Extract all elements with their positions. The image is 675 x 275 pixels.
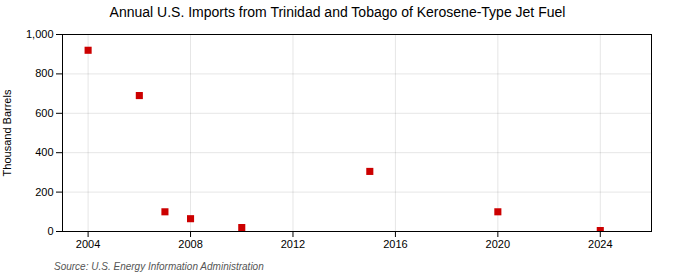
svg-text:800: 800 <box>35 67 53 79</box>
svg-text:600: 600 <box>35 107 53 119</box>
svg-text:2020: 2020 <box>486 238 510 250</box>
svg-text:2008: 2008 <box>178 238 202 250</box>
svg-text:0: 0 <box>47 225 53 237</box>
svg-text:2004: 2004 <box>76 238 100 250</box>
svg-text:1,000: 1,000 <box>26 28 54 40</box>
svg-text:200: 200 <box>35 186 53 198</box>
svg-text:Thousand Barrels: Thousand Barrels <box>1 89 13 176</box>
svg-text:400: 400 <box>35 146 53 158</box>
svg-text:2016: 2016 <box>383 238 407 250</box>
html-text:Annual U.S. Imports from Trini: Annual U.S. Imports from Trinidad and To… <box>109 4 566 20</box>
html-text:Source: U.S. Energy Informatio: Source: U.S. Energy Information Administ… <box>54 261 264 272</box>
svg-text:2024: 2024 <box>588 238 612 250</box>
svg-text:2012: 2012 <box>281 238 305 250</box>
